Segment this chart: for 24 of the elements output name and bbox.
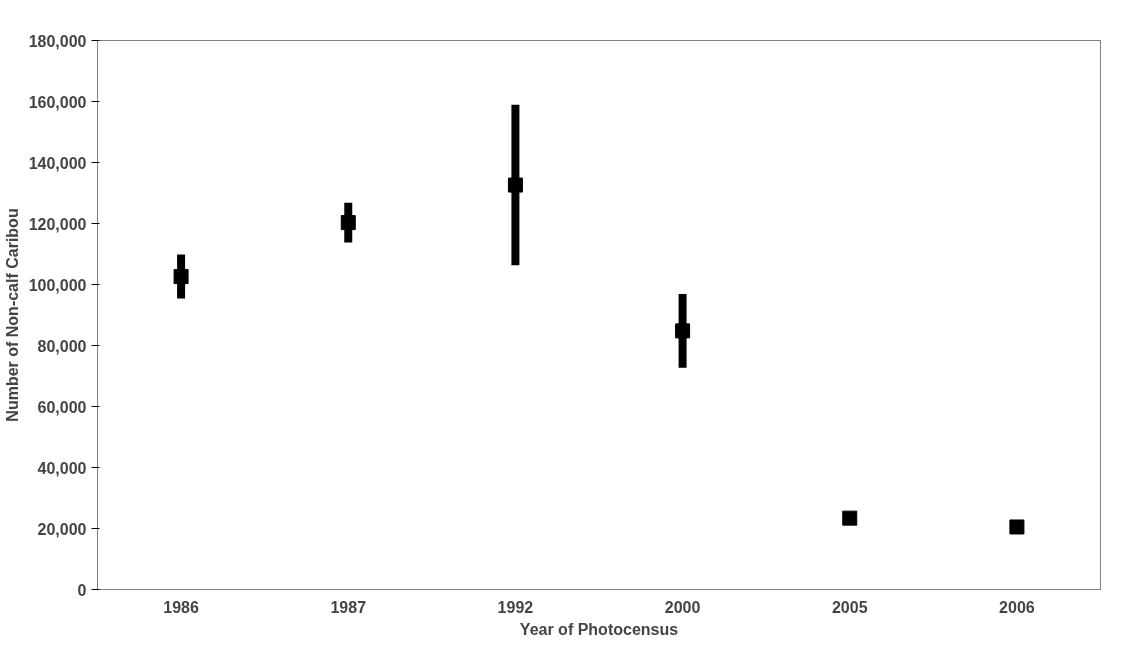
y-tick-label: 140,000 [28,154,87,172]
x-axis-title: Year of Photocensus [519,620,679,638]
y-tick-label: 180,000 [28,32,87,50]
y-tick-label: 60,000 [37,398,87,416]
x-tick-label: 2000 [664,598,701,616]
y-tick-label: 80,000 [37,337,87,355]
y-tick-label: 100,000 [28,276,87,294]
x-tick-label: 1986 [163,598,199,616]
x-tick-label: 2005 [831,598,868,616]
point [842,510,858,526]
y-tick-label: 160,000 [28,93,87,111]
y-tick-label: 40,000 [37,459,87,477]
point [507,177,523,193]
point [340,215,356,231]
point [675,323,691,339]
x-tick-label: 1987 [330,598,367,616]
point [173,269,189,285]
y-tick-label: 20,000 [37,520,87,538]
y-axis-title: Number of Non-calf Caribou [3,208,21,422]
y-tick-label: 120,000 [28,215,87,233]
x-tick-label: 2006 [999,598,1035,616]
point [1009,519,1025,535]
x-tick-label: 1992 [497,598,534,616]
y-tick-label: 0 [77,581,87,599]
